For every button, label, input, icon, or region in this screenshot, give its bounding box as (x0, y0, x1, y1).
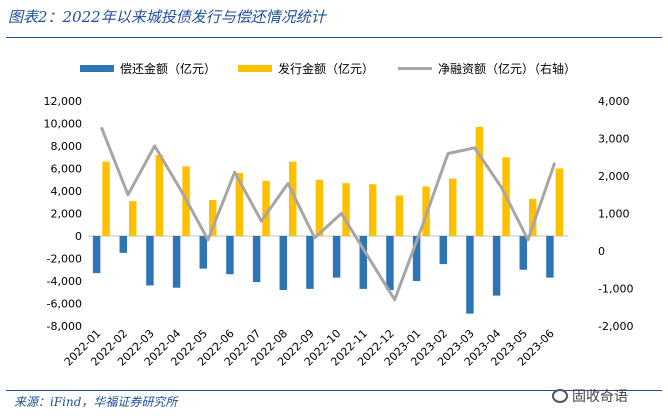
repay-bar (146, 236, 154, 286)
legend-swatch (238, 65, 272, 72)
watermark-text: 固收奇语 (572, 389, 628, 405)
repay-bar (226, 236, 234, 275)
bars (92, 126, 564, 314)
y-left-tick-label: -4,000 (47, 275, 82, 288)
y-right-tick-label: 0 (598, 245, 605, 258)
repay-bar (279, 236, 287, 290)
issue-bar (262, 180, 270, 236)
repay-bar (439, 236, 447, 265)
legend-label: 净融资额（亿元）（右轴） (438, 61, 576, 76)
repay-bar (199, 236, 207, 269)
net-financing-line (99, 126, 557, 302)
issue-bar (529, 198, 537, 236)
issue-bar (315, 179, 324, 236)
y-left-tick-label: 12,000 (44, 95, 83, 108)
repay-bar (172, 236, 181, 288)
y-right-tick-label: 2,000 (598, 170, 630, 183)
legend: 偿还金额（亿元） 发行金额（亿元） 净融资额（亿元）（右轴） (80, 61, 576, 76)
footer-divider (6, 390, 662, 391)
source-note: 来源：iFind，华福证券研究所 (14, 395, 178, 409)
repay-bar (359, 236, 367, 289)
y-left-tick-label: -6,000 (47, 298, 82, 311)
chart: 偿还金额（亿元） 发行金额（亿元） 净融资额（亿元）（右轴） -8,000 -6,00… (44, 61, 634, 369)
repay-bar (492, 236, 501, 296)
issue-bar (155, 155, 164, 236)
legend-label: 偿还金额（亿元） (120, 61, 216, 76)
y-right-tick-label: 1,000 (598, 208, 630, 221)
y-left-tick-label: 6,000 (51, 163, 83, 176)
watermark: 固收奇语 (552, 386, 628, 406)
y-left-tick-label: 8,000 (51, 140, 83, 153)
legend-label: 发行金额（亿元） (278, 61, 374, 76)
repay-bar (92, 236, 101, 274)
issue-bar (342, 183, 350, 236)
y-left-tick-label: 10,000 (44, 118, 83, 131)
issue-bar (369, 184, 377, 236)
repay-bar (306, 236, 314, 289)
title-divider (6, 37, 662, 38)
wechat-icon (552, 389, 568, 403)
y-left-tick-label: -8,000 (47, 320, 82, 333)
net-financing-polyline (99, 126, 557, 302)
y-left-tick-label: 4,000 (51, 185, 83, 198)
issue-bar (395, 195, 404, 236)
repay-bar (466, 236, 474, 314)
repay-bar (386, 236, 394, 290)
repay-bar (546, 236, 554, 278)
y-right-tick-label: 3,000 (598, 133, 630, 146)
issue-bar (209, 200, 217, 236)
issue-bar (129, 201, 137, 236)
y-left-tick-label: 2,000 (51, 208, 83, 221)
repay-bar (412, 236, 421, 281)
issue-bar (102, 161, 110, 236)
issue-bar (289, 161, 297, 236)
issue-bar (555, 168, 564, 236)
y-right-tick-label: 4,000 (598, 95, 630, 108)
y-right-tick-label: -1,000 (598, 283, 633, 296)
issue-bar (449, 178, 457, 236)
y-left-tick-label: 0 (75, 230, 82, 243)
repay-bar (332, 236, 341, 278)
repay-bar (252, 236, 261, 283)
repay-bar (519, 236, 527, 270)
issue-bar (235, 173, 244, 236)
y-left-tick-label: -2,000 (47, 253, 82, 266)
repay-bar (119, 236, 127, 253)
y-right-tick-label: -2,000 (598, 320, 633, 333)
legend-swatch (80, 65, 114, 72)
figure-title: 图表2：2022年以来城投债发行与偿还情况统计 (8, 8, 326, 26)
issue-bar (475, 126, 484, 236)
